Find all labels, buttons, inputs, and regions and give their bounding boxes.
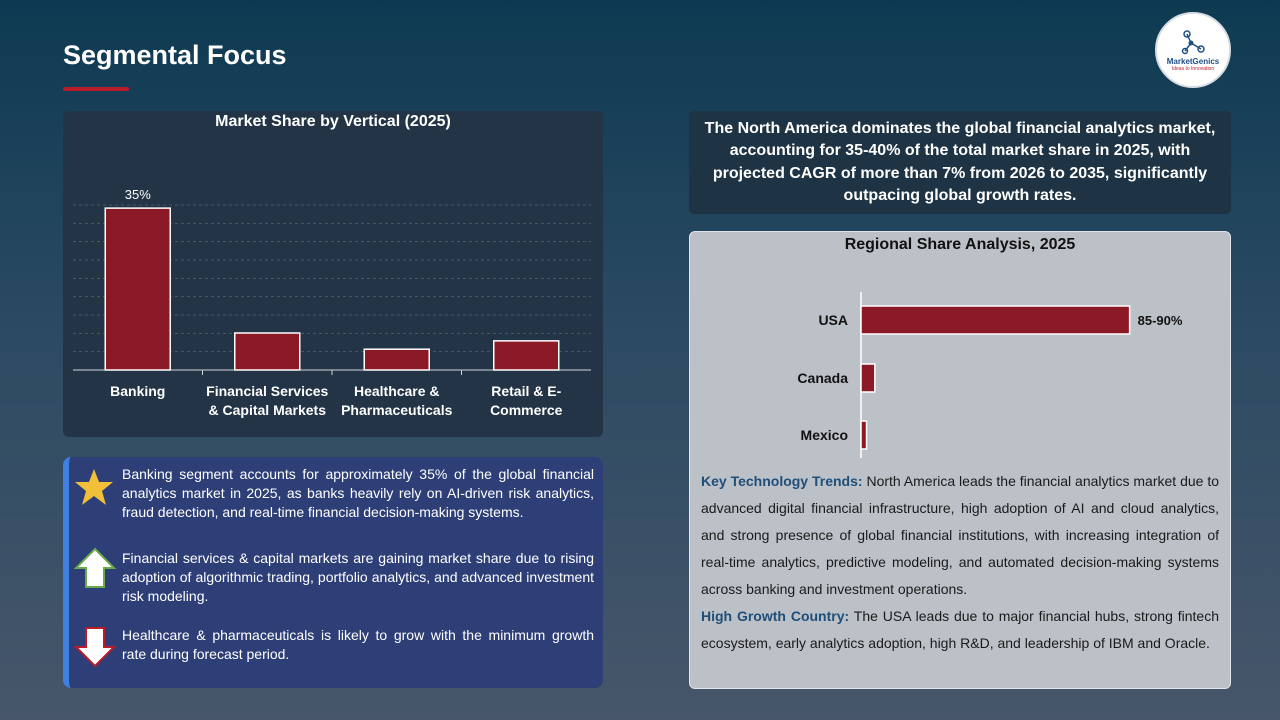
region-data-label-0: 85-90% — [1138, 313, 1183, 328]
growth-country-label: High Growth Country: — [701, 608, 850, 624]
network-icon — [1181, 29, 1205, 54]
arrow-up-icon — [74, 547, 116, 588]
regional-share-chart: USA 85-90% Canada Mexico — [797, 292, 1183, 458]
region-bar-0 — [860, 305, 1131, 335]
bar-1 — [234, 332, 301, 371]
growth-country-text: The USA leads due to major financial hub… — [701, 608, 1219, 651]
north-america-summary: The North America dominates the global f… — [689, 111, 1231, 214]
data-label-0: 35% — [125, 187, 151, 202]
insight-text: Banking segment accounts for approximate… — [122, 466, 594, 520]
growth-country-paragraph: High Growth Country: The USA leads due t… — [701, 603, 1219, 657]
category-label-0: Banking — [110, 383, 165, 399]
tech-trends-label: Key Technology Trends: — [701, 473, 863, 489]
tech-trends-paragraph: Key Technology Trends: North America lea… — [701, 468, 1219, 603]
category-label-2: Healthcare & — [354, 383, 440, 399]
insight-text: Healthcare & pharmaceuticals is likely t… — [122, 627, 594, 662]
page-title: Segmental Focus — [63, 40, 287, 70]
insights-panel: Banking segment accounts for approximate… — [63, 457, 603, 688]
logo-name: MarketGenics — [1166, 56, 1220, 66]
region-label-1: Canada — [797, 370, 848, 386]
bar-0 — [104, 207, 171, 371]
region-bar-2 — [860, 420, 868, 450]
region-label-0: USA — [818, 312, 848, 328]
category-label-2: Pharmaceuticals — [341, 402, 452, 418]
title-underline — [63, 87, 129, 91]
category-label-1: Financial Services — [206, 383, 328, 399]
region-label-2: Mexico — [801, 427, 848, 443]
company-logo: MarketGenics Ideas to Innovation — [1155, 12, 1231, 88]
tech-trends-text: North America leads the financial analyt… — [701, 473, 1219, 597]
regional-chart-title: Regional Share Analysis, 2025 — [844, 236, 1076, 253]
logo-tagline: Ideas to Innovation — [1171, 65, 1215, 72]
bar-2 — [363, 348, 430, 371]
regional-commentary: Key Technology Trends: North America lea… — [701, 468, 1219, 657]
category-label-3: Retail & E- — [491, 383, 561, 399]
region-bar-1 — [860, 363, 876, 393]
category-label-3: Commerce — [490, 402, 563, 418]
arrow-down-icon — [74, 627, 116, 668]
star-icon — [75, 469, 113, 505]
regional-share-panel: Regional Share Analysis, 2025 USA 85-90% C… — [689, 231, 1231, 689]
vertical-share-chart: 35% Banking Financial Services & Capital Ma… — [73, 187, 591, 418]
insight-text: Financial services & capital markets are… — [122, 550, 594, 604]
bar-3 — [493, 340, 560, 371]
category-label-1: & Capital Markets — [209, 402, 327, 418]
vertical-share-chart-panel: Market Share by Vertical (2025) 35% Banki… — [63, 111, 603, 437]
summary-text: The North America dominates the global f… — [704, 119, 1216, 205]
chart-title: Market Share by Vertical (2025) — [215, 113, 451, 130]
